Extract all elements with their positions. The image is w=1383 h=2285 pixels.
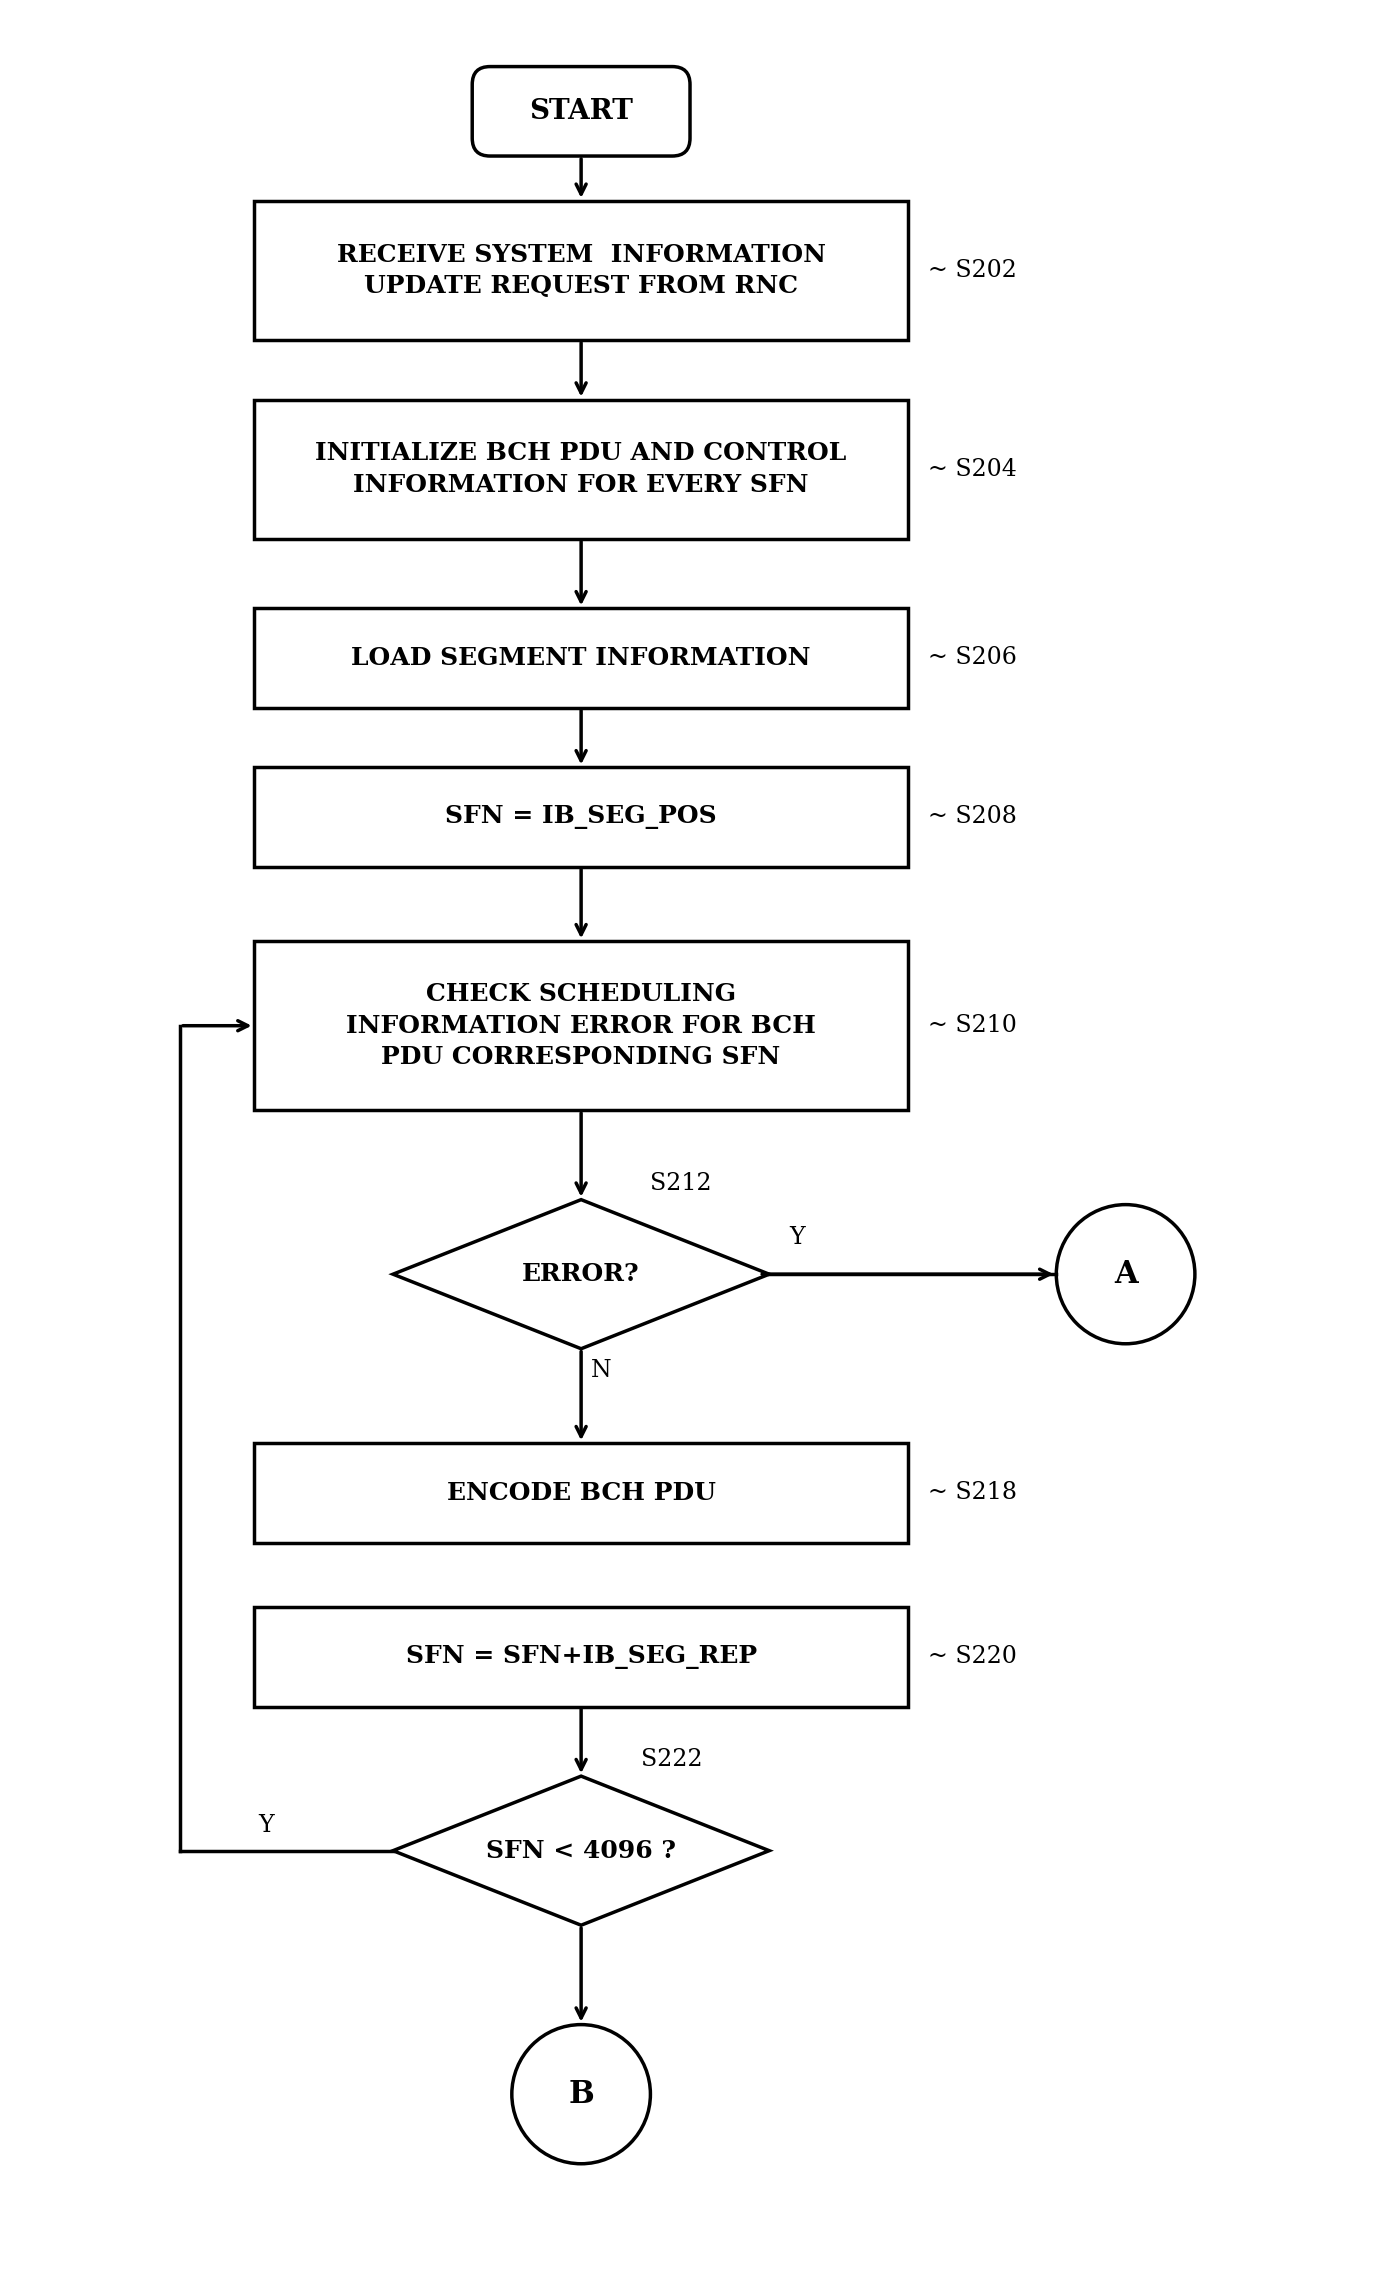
Text: START: START <box>530 98 633 126</box>
Text: ~ S220: ~ S220 <box>928 1645 1017 1668</box>
Bar <box>254 1606 907 1707</box>
Text: Y: Y <box>259 1814 274 1837</box>
Text: ~ S218: ~ S218 <box>928 1481 1017 1504</box>
Text: ~ S206: ~ S206 <box>928 647 1017 670</box>
Text: ~ S210: ~ S210 <box>928 1015 1017 1037</box>
Bar <box>254 608 907 708</box>
FancyBboxPatch shape <box>472 66 690 155</box>
Bar <box>254 1444 907 1542</box>
Bar <box>254 201 907 340</box>
Bar <box>254 400 907 539</box>
Circle shape <box>512 2025 650 2164</box>
Bar <box>254 941 907 1111</box>
Text: A: A <box>1113 1259 1137 1289</box>
Text: Y: Y <box>790 1227 805 1250</box>
Text: ENCODE BCH PDU: ENCODE BCH PDU <box>447 1481 715 1506</box>
Text: S222: S222 <box>640 1748 703 1771</box>
Text: SFN = IB_SEG_POS: SFN = IB_SEG_POS <box>445 804 716 829</box>
Text: ~ S208: ~ S208 <box>928 807 1017 829</box>
Text: INITIALIZE BCH PDU AND CONTROL
INFORMATION FOR EVERY SFN: INITIALIZE BCH PDU AND CONTROL INFORMATI… <box>315 441 846 496</box>
Circle shape <box>1057 1204 1195 1344</box>
Bar <box>254 768 907 866</box>
Text: S212: S212 <box>650 1172 712 1195</box>
Text: N: N <box>591 1360 611 1382</box>
Text: SFN = SFN+IB_SEG_REP: SFN = SFN+IB_SEG_REP <box>405 1645 757 1668</box>
Text: SFN < 4096 ?: SFN < 4096 ? <box>485 1839 676 1862</box>
Text: ERROR?: ERROR? <box>523 1261 640 1286</box>
Text: RECEIVE SYSTEM  INFORMATION
UPDATE REQUEST FROM RNC: RECEIVE SYSTEM INFORMATION UPDATE REQUES… <box>336 242 826 297</box>
Text: ~ S202: ~ S202 <box>928 258 1017 281</box>
Text: LOAD SEGMENT INFORMATION: LOAD SEGMENT INFORMATION <box>351 647 810 670</box>
Polygon shape <box>393 1775 769 1926</box>
Text: CHECK SCHEDULING
INFORMATION ERROR FOR BCH
PDU CORRESPONDING SFN: CHECK SCHEDULING INFORMATION ERROR FOR B… <box>346 983 816 1069</box>
Text: ~ S204: ~ S204 <box>928 457 1017 480</box>
Text: B: B <box>568 2079 593 2109</box>
Polygon shape <box>393 1200 769 1348</box>
